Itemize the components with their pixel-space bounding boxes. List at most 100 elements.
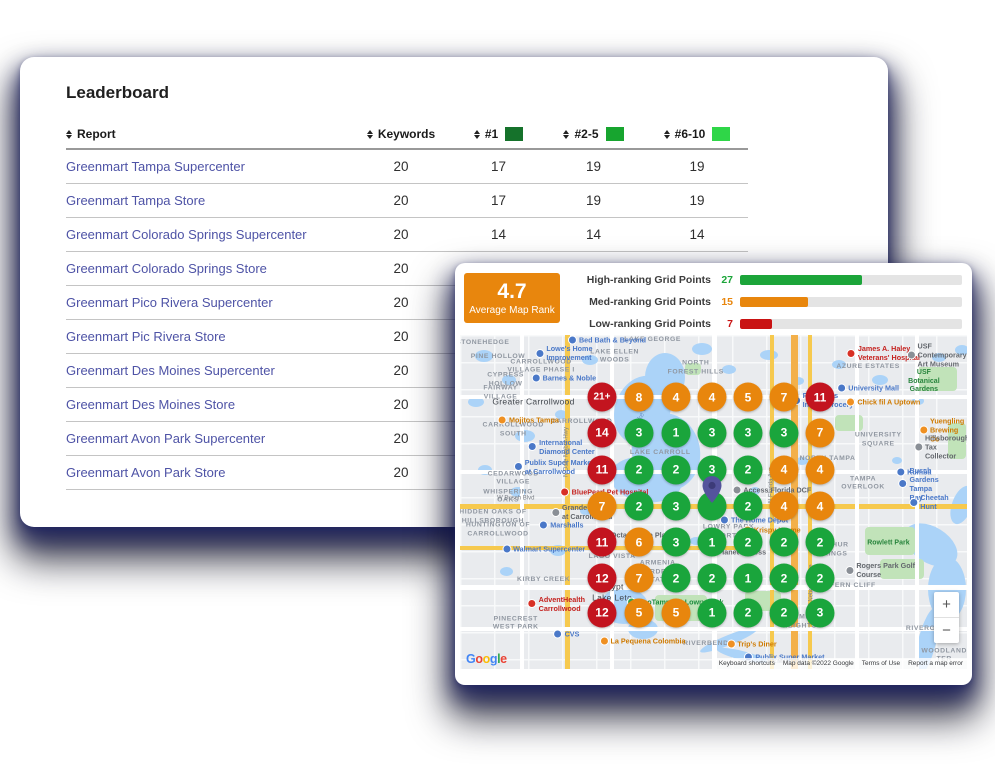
column-header-report[interactable]: Report [66, 127, 346, 141]
grid-point[interactable]: 2 [769, 598, 799, 628]
google-logo[interactable]: Google [466, 652, 507, 666]
map-poi-label[interactable]: Mojitos Tampa [498, 415, 559, 425]
business-location-pin[interactable] [702, 475, 722, 508]
grid-point[interactable]: 5 [661, 598, 691, 628]
map-poi-label[interactable]: USF Contemporary Art Museum [906, 342, 967, 369]
grid-point[interactable]: 4 [769, 491, 799, 521]
grid-point[interactable]: 4 [769, 455, 799, 485]
grid-point[interactable]: 4 [805, 491, 835, 521]
map-poi-label[interactable]: Cheetah Hunt [909, 493, 949, 511]
grid-point[interactable]: 3 [624, 418, 654, 448]
grid-point[interactable]: 2 [661, 563, 691, 593]
grid-point[interactable]: 3 [733, 418, 763, 448]
map-poi-label[interactable]: Kumba [896, 467, 931, 477]
map-poi-label[interactable]: Chick fil A Uptown [846, 397, 920, 407]
label-text: La Pequena Colombia [610, 636, 686, 646]
grid-point[interactable]: 4 [805, 455, 835, 485]
column-header-1[interactable]: #1 [456, 127, 541, 141]
report-link[interactable]: Greenmart Pico Rivera Supercenter [66, 295, 273, 310]
map-poi-label[interactable]: CVS [553, 629, 579, 639]
zoom-out-button[interactable]: − [934, 617, 959, 643]
grid-point[interactable]: 5 [624, 598, 654, 628]
grid-point[interactable]: 2 [733, 491, 763, 521]
map-canvas[interactable]: STONEHEDGE PINE HOLLOW LAKE ELLEN WOODS LAK… [460, 335, 967, 669]
column-header-6-10[interactable]: #6-10 [646, 127, 748, 141]
zoom-in-button[interactable]: + [942, 596, 951, 613]
grid-point[interactable]: 4 [661, 382, 691, 412]
map-poi-label[interactable]: Walmart Supercenter [502, 544, 585, 554]
map-poi-label[interactable]: James A. Haley Veterans' Hospital [846, 344, 920, 362]
grid-point[interactable]: 2 [697, 563, 727, 593]
grid-point[interactable]: 2 [769, 563, 799, 593]
grid-point[interactable]: 3 [661, 527, 691, 557]
map-poi-label[interactable]: Publix Super Market at Carrollwood [513, 458, 594, 476]
grid-point[interactable]: 1 [733, 563, 763, 593]
grid-point[interactable]: 3 [661, 491, 691, 521]
report-link[interactable]: Greenmart Tampa Store [66, 193, 206, 208]
report-link[interactable]: Greenmart Colorado Springs Supercenter [66, 227, 307, 242]
map-poi-label[interactable]: The Home Depot [719, 515, 788, 525]
grid-point[interactable]: 7 [624, 563, 654, 593]
grid-point[interactable]: 6 [624, 527, 654, 557]
report-link[interactable]: Greenmart Avon Park Supercenter [66, 431, 266, 446]
grid-point[interactable]: 2 [733, 598, 763, 628]
map-label: STONEHEDGE [460, 339, 510, 347]
report-link[interactable]: Greenmart Des Moines Supercenter [66, 363, 275, 378]
column-header-keywords[interactable]: Keywords [346, 127, 456, 141]
table-row: Greenmart Colorado Springs Store 20 [66, 252, 748, 286]
grid-point[interactable]: 1 [661, 418, 691, 448]
attribution-link-terms-of-use[interactable]: Terms of Use [861, 660, 901, 667]
map-poi-label[interactable]: Yuengling Brewing Co [918, 417, 964, 444]
grid-point[interactable]: 8 [624, 382, 654, 412]
map-poi-label[interactable]: AdventHealth Carrollwood [527, 595, 585, 613]
map-poi-label[interactable]: International Diamond Center [528, 438, 595, 456]
map-poi-label[interactable]: Trip's Diner [726, 639, 777, 649]
grid-point[interactable]: 2 [805, 527, 835, 557]
attribution-link-keyboard-shortcuts[interactable]: Keyboard shortcuts [718, 660, 775, 667]
grid-point[interactable]: 2 [661, 455, 691, 485]
grid-point[interactable]: 7 [769, 382, 799, 412]
map-poi-label[interactable]: Busch Gardens Tampa Bay [898, 466, 945, 502]
grid-point[interactable]: 1 [697, 527, 727, 557]
grid-point[interactable]: 2 [805, 563, 835, 593]
grid-point[interactable]: 7 [587, 491, 617, 521]
report-link[interactable]: Greenmart Tampa Supercenter [66, 159, 245, 174]
report-link[interactable]: Greenmart Avon Park Store [66, 465, 226, 480]
keywords-cell: 20 [393, 465, 409, 480]
map-poi-label[interactable]: Rogers Park Golf Course [845, 561, 926, 579]
report-link[interactable]: Greenmart Colorado Springs Store [66, 261, 267, 276]
grid-point[interactable]: 2 [733, 455, 763, 485]
grid-point[interactable]: 11 [805, 382, 835, 412]
grid-point[interactable]: 7 [805, 418, 835, 448]
map-poi-label[interactable]: Bed Bath & Beyond [567, 335, 646, 345]
grid-point[interactable]: 14 [587, 418, 617, 448]
attribution-link-report-a-map-error[interactable]: Report a map error [908, 660, 963, 667]
grid-point[interactable]: 2 [733, 527, 763, 557]
grid-point[interactable]: 4 [697, 382, 727, 412]
grid-point[interactable]: 3 [697, 455, 727, 485]
map-poi-label[interactable]: Barnes & Noble [531, 373, 596, 383]
grid-point[interactable]: 12 [587, 598, 617, 628]
grid-point[interactable]: 11 [587, 455, 617, 485]
map-poi-label[interactable]: University Mall [837, 383, 899, 393]
attribution-link-map-data-2022-google[interactable]: Map data ©2022 Google [782, 660, 854, 667]
report-link[interactable]: Greenmart Des Moines Store [66, 397, 236, 412]
grid-point[interactable]: 21+ [587, 382, 617, 412]
grid-point[interactable]: 3 [769, 418, 799, 448]
grid-point[interactable]: 5 [733, 382, 763, 412]
grid-point[interactable]: 1 [697, 598, 727, 628]
grid-point[interactable]: 2 [624, 455, 654, 485]
map-poi-label[interactable]: Access Florida DCF [732, 485, 811, 495]
column-header-2-5[interactable]: #2-5 [541, 127, 646, 141]
grid-point[interactable]: 12 [587, 563, 617, 593]
map-poi-label[interactable]: La Pequena Colombia [599, 636, 686, 646]
grid-point[interactable]: 2 [624, 491, 654, 521]
grid-point[interactable]: 11 [587, 527, 617, 557]
grid-point[interactable]: 3 [805, 598, 835, 628]
report-link[interactable]: Greenmart Pic Rivera Store [66, 329, 226, 344]
map-poi-label[interactable]: Lowe's Home Improvement [535, 344, 592, 362]
map-poi-label[interactable]: Marshalls [539, 520, 583, 530]
map-poi-label[interactable]: Hillsborough Tax Collector [913, 433, 967, 460]
grid-point[interactable]: 2 [769, 527, 799, 557]
grid-point[interactable]: 3 [697, 418, 727, 448]
